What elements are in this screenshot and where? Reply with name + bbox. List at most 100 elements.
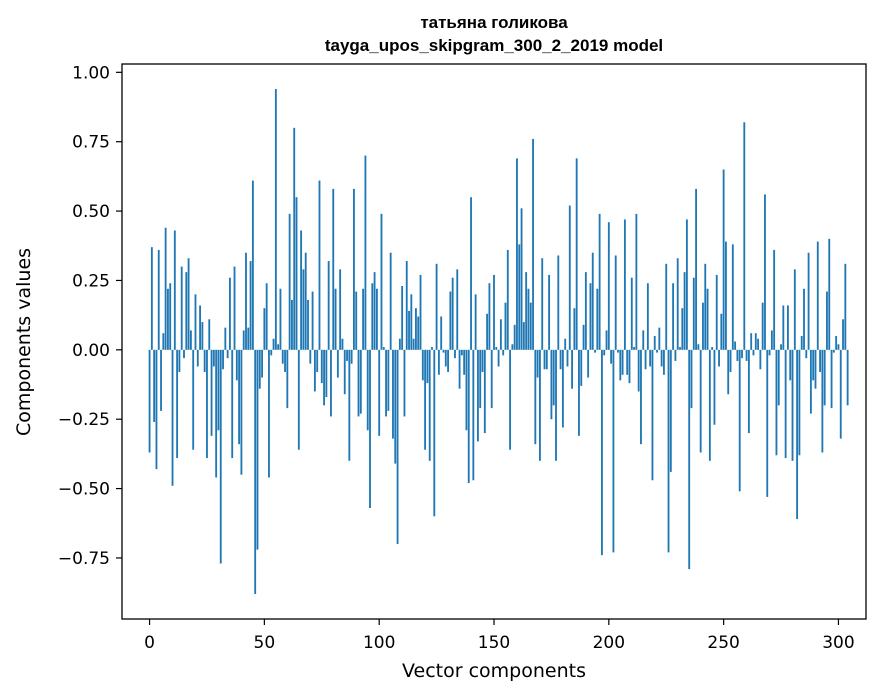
x-tick-label-3: 150 [478, 633, 510, 653]
bar-256 [736, 349, 739, 361]
bar-238 [695, 188, 697, 350]
bar-108 [396, 349, 399, 545]
y-tick-label-1: 0.75 [72, 133, 110, 153]
bar-236 [690, 349, 693, 409]
bar-211 [633, 347, 635, 350]
bar-110 [401, 286, 404, 350]
bar-196 [598, 213, 601, 350]
bar-303 [844, 263, 847, 350]
bar-10 [171, 349, 174, 486]
bar-298 [832, 349, 835, 353]
bar-26 [208, 319, 211, 350]
bar-139 [467, 349, 470, 484]
bar-152 [497, 349, 500, 367]
bar-274 [777, 349, 780, 406]
bar-175 [550, 349, 553, 420]
bar-148 [488, 283, 491, 350]
bar-191 [587, 349, 590, 378]
bar-167 [532, 138, 534, 350]
bar-105 [389, 252, 392, 350]
bar-252 [727, 349, 730, 395]
bar-90 [355, 291, 358, 350]
bar-98 [373, 272, 376, 350]
bar-185 [573, 308, 576, 350]
bar-295 [826, 291, 828, 350]
bar-33 [224, 327, 227, 350]
bar-222 [658, 327, 661, 350]
bar-223 [660, 349, 663, 367]
bar-136 [460, 349, 463, 356]
bar-132 [451, 277, 454, 350]
bar-117 [417, 316, 420, 350]
bar-159 [513, 324, 516, 350]
bar-4 [157, 249, 160, 350]
bar-215 [642, 330, 645, 350]
bar-260 [745, 349, 748, 361]
bar-151 [495, 347, 498, 350]
bar-140 [470, 197, 472, 350]
bar-95 [366, 349, 369, 431]
bar-86 [346, 349, 348, 361]
bar-42 [245, 252, 247, 350]
bar-22 [199, 305, 201, 350]
bar-181 [564, 338, 567, 350]
bar-47 [256, 349, 259, 550]
bar-2 [153, 349, 156, 422]
bar-171 [541, 258, 544, 350]
chart-title-line-1: татьяна голикова [420, 13, 568, 32]
bar-289 [812, 349, 815, 381]
bar-107 [394, 349, 397, 464]
bar-48 [258, 349, 261, 389]
bar-205 [619, 349, 622, 381]
bar-104 [387, 349, 390, 411]
bar-54 [272, 338, 275, 350]
bar-81 [334, 288, 337, 350]
y-axis-label: Components values [13, 248, 35, 436]
bar-79 [330, 349, 332, 417]
bar-63 [293, 127, 296, 350]
bar-173 [545, 349, 548, 370]
bar-254 [731, 244, 734, 350]
bar-60 [286, 349, 289, 409]
bar-142 [474, 294, 477, 350]
bar-203 [614, 255, 617, 350]
bar-25 [206, 349, 208, 459]
bar-20 [194, 294, 197, 350]
bar-193 [591, 252, 594, 350]
bar-180 [561, 349, 564, 428]
bar-271 [770, 330, 773, 350]
bar-301 [839, 349, 842, 439]
bar-178 [557, 255, 560, 350]
bar-277 [784, 349, 787, 459]
bar-268 [764, 194, 766, 350]
bar-88 [350, 349, 353, 364]
bar-17 [187, 258, 190, 350]
x-axis-label: Vector components [402, 660, 586, 682]
bar-9 [169, 283, 172, 350]
bar-165 [527, 288, 530, 350]
bar-35 [229, 277, 231, 350]
bar-194 [594, 349, 596, 353]
bar-77 [325, 349, 328, 397]
x-tick-label-5: 250 [707, 633, 739, 653]
bar-111 [403, 349, 406, 417]
bar-201 [610, 349, 613, 364]
bar-240 [699, 349, 702, 453]
bar-128 [442, 349, 445, 353]
bar-296 [828, 238, 831, 350]
bar-85 [343, 349, 346, 395]
x-tick-label-1: 50 [254, 633, 276, 653]
bar-264 [754, 333, 757, 350]
bar-299 [835, 335, 838, 350]
bar-72 [313, 349, 316, 392]
bar-116 [415, 308, 417, 350]
bar-83 [339, 269, 342, 350]
bar-120 [424, 349, 427, 450]
bar-246 [713, 349, 716, 425]
bar-50 [263, 308, 266, 350]
bar-8 [167, 288, 169, 350]
x-tick-label-2: 100 [363, 633, 395, 653]
bar-155 [504, 302, 507, 350]
bar-129 [444, 349, 447, 367]
bar-250 [722, 169, 725, 350]
